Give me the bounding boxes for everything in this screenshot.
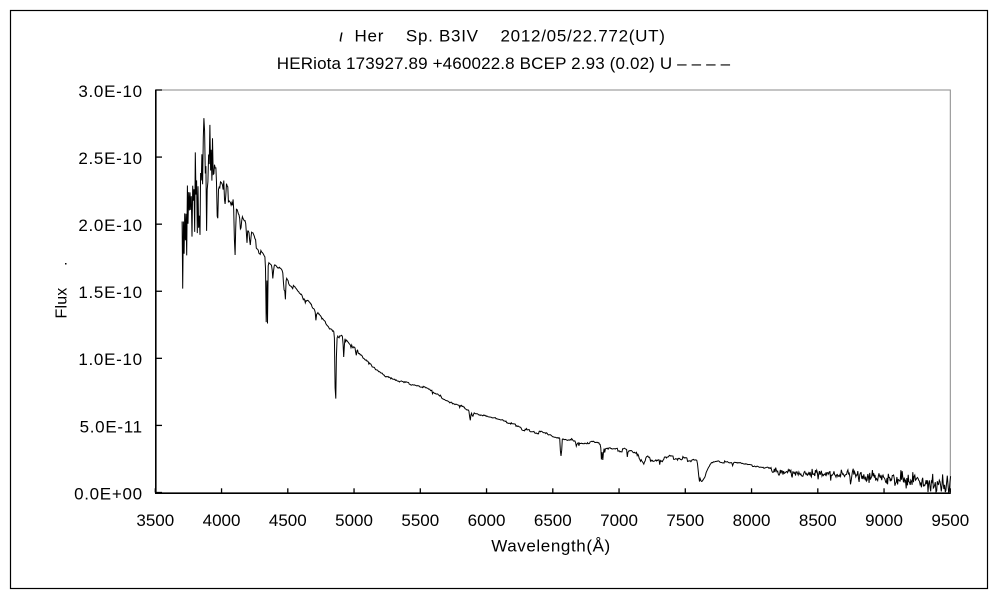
svg-text:0.0E+00: 0.0E+00	[74, 484, 143, 503]
svg-text:ι Her Sp. B3IV 2012/05/: ι Her Sp. B3IV 2012/05/22.772(UT)	[339, 26, 665, 45]
svg-text:1.5E-10: 1.5E-10	[78, 283, 142, 302]
svg-text:7500: 7500	[666, 511, 704, 530]
svg-text:5000: 5000	[335, 511, 373, 530]
svg-text:3500: 3500	[136, 511, 174, 530]
svg-text:4000: 4000	[203, 511, 241, 530]
svg-text:1.0E-10: 1.0E-10	[78, 350, 142, 369]
svg-text:4500: 4500	[269, 511, 307, 530]
svg-text:2.0E-10: 2.0E-10	[78, 216, 142, 235]
svg-text:8000: 8000	[733, 511, 771, 530]
svg-text:9500: 9500	[931, 511, 969, 530]
svg-text:2.5E-10: 2.5E-10	[78, 149, 142, 168]
svg-text:Flux: Flux	[54, 287, 71, 318]
svg-text:8500: 8500	[799, 511, 837, 530]
svg-text:6000: 6000	[468, 511, 506, 530]
svg-text:3.0E-10: 3.0E-10	[78, 82, 142, 101]
svg-text:Wavelength(Å): Wavelength(Å)	[491, 537, 611, 556]
svg-text:HERiota 173927.89 +460022.8 BC: HERiota 173927.89 +460022.8 BCEP 2.93 (0…	[277, 54, 731, 73]
svg-text:7000: 7000	[600, 511, 638, 530]
svg-text:9000: 9000	[865, 511, 903, 530]
svg-text:5500: 5500	[401, 511, 439, 530]
svg-text:5.0E-11: 5.0E-11	[80, 417, 143, 436]
svg-text:6500: 6500	[534, 511, 572, 530]
